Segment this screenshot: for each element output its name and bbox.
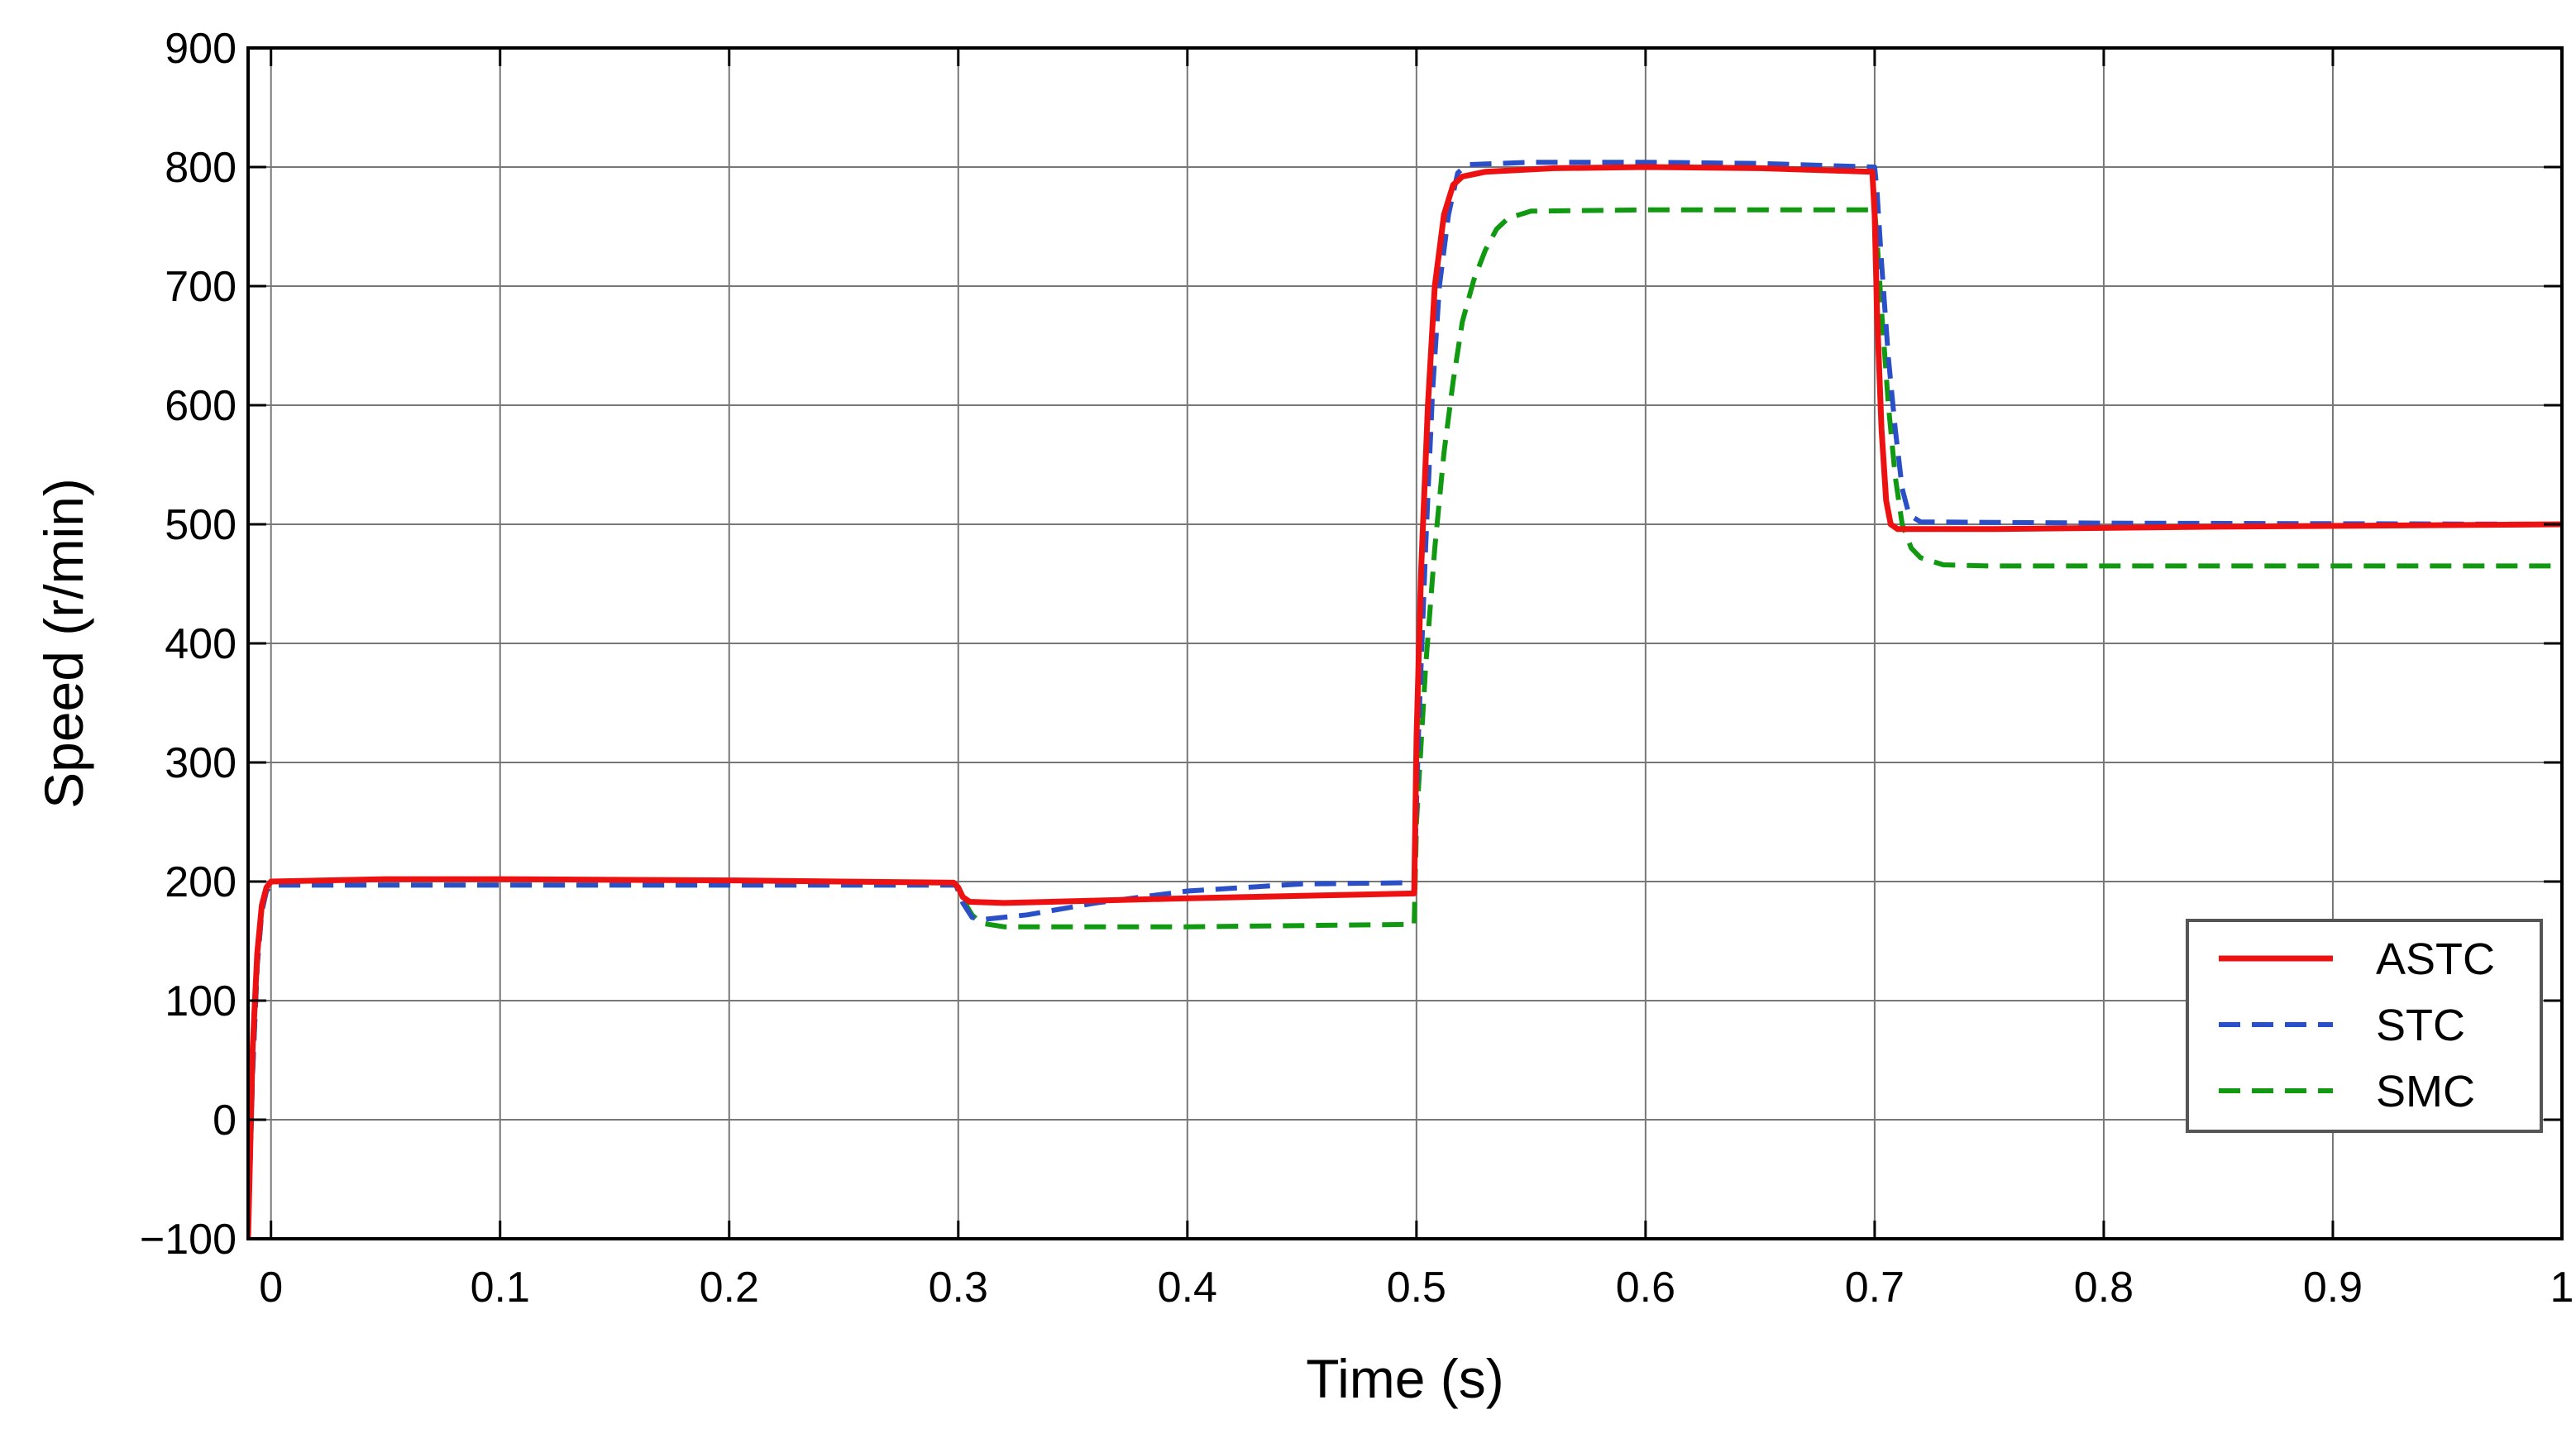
- y-tick-label: 700: [165, 263, 237, 311]
- legend-label-stc: STC: [2376, 1001, 2465, 1050]
- legend-label-astc: ASTC: [2376, 934, 2495, 984]
- y-tick-label: 300: [165, 739, 237, 787]
- y-tick-label: 800: [165, 144, 237, 192]
- legend-label-smc: SMC: [2376, 1067, 2475, 1116]
- x-tick-label: 0.9: [2303, 1264, 2363, 1312]
- y-axis-label: Speed (r/min): [33, 478, 94, 809]
- x-axis-label: Time (s): [1306, 1348, 1504, 1409]
- x-tick-label: 1: [2550, 1264, 2574, 1312]
- series-line-astc: [248, 164, 2562, 1239]
- series-line-stc: [248, 160, 2562, 1239]
- y-tick-label: 0: [213, 1097, 237, 1145]
- y-tick-label: 600: [165, 382, 237, 430]
- x-tick-label: 0.8: [2074, 1264, 2134, 1312]
- x-tick-label: 0.7: [1845, 1264, 1905, 1312]
- x-tick-label: 0.5: [1387, 1264, 1446, 1312]
- x-tick-label: 0.6: [1616, 1264, 1675, 1312]
- x-tick-label: 0.3: [929, 1264, 988, 1312]
- x-tick-label: 0.2: [700, 1264, 759, 1312]
- legend: ASTC STC SMC: [2186, 919, 2543, 1133]
- y-tick-label: 200: [165, 858, 237, 906]
- y-tick-label: 100: [165, 977, 237, 1025]
- x-tick-label: 0: [259, 1264, 283, 1312]
- x-tick-label: 0.1: [471, 1264, 530, 1312]
- x-tick-labels: 0 0.1 0.2 0.3 0.4 0.5 0.6 0.7 0.8 0.9 1: [259, 1264, 2574, 1312]
- x-tick-label: 0.4: [1158, 1264, 1217, 1312]
- ticks: [248, 46, 2564, 1240]
- y-tick-label: −100: [140, 1216, 237, 1264]
- series-line-smc: [248, 207, 2562, 1239]
- y-tick-labels: −100 0 100 200 300 400 500 600 700 800 900: [140, 25, 237, 1264]
- y-tick-label: 900: [165, 25, 237, 73]
- y-tick-label: 400: [165, 620, 237, 668]
- series-lines: [248, 160, 2562, 1239]
- y-tick-label: 500: [165, 501, 237, 549]
